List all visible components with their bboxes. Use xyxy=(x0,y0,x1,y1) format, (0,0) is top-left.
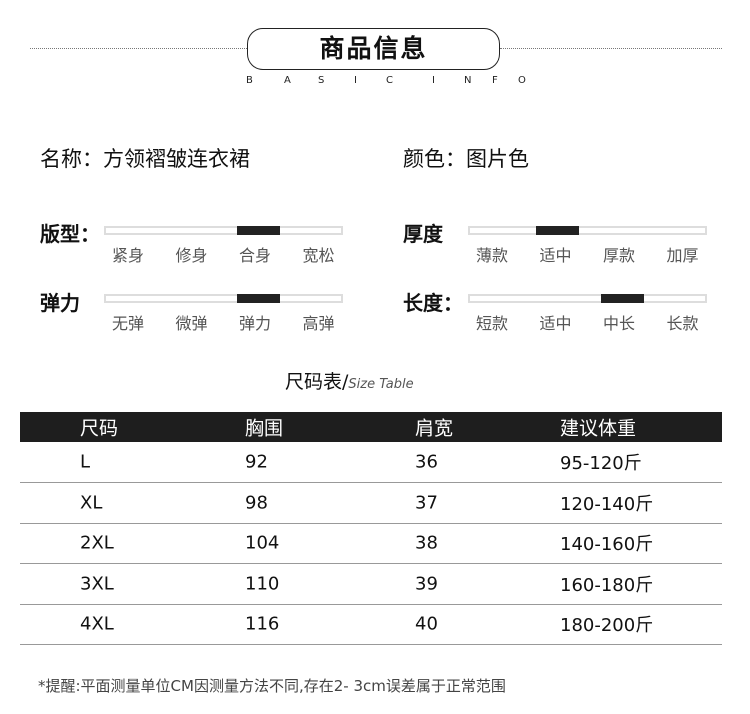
scale-option: 适中 xyxy=(539,314,572,333)
table-cell: 140-160斤 xyxy=(560,534,654,555)
subtitle-letter: C xyxy=(386,75,393,86)
subtitle-letter: S xyxy=(318,75,325,86)
size-table-header: 尺码 胸围 肩宽 建议体重 xyxy=(20,412,722,442)
scale-option: 无弹 xyxy=(112,314,145,333)
scale-option: 薄款 xyxy=(476,246,509,265)
scale-label: 版型： xyxy=(40,222,100,246)
table-row: L 92 36 95-120斤 xyxy=(20,442,722,483)
divider-left xyxy=(30,48,247,49)
scale-option: 中长 xyxy=(603,314,636,333)
table-row: 4XL 116 40 180-200斤 xyxy=(20,604,722,645)
scale-marker xyxy=(536,226,579,235)
scale-marker xyxy=(237,226,280,235)
table-cell: 98 xyxy=(245,492,268,513)
subtitle-letter: O xyxy=(518,75,526,86)
scale-marker xyxy=(601,294,644,303)
product-color: 颜色：图片色 xyxy=(403,147,529,171)
header-cell: 尺码 xyxy=(80,417,119,440)
table-cell: 110 xyxy=(245,573,280,594)
product-name: 名称：方领褶皱连衣裙 xyxy=(40,147,250,171)
scale-option: 微弹 xyxy=(175,314,208,333)
table-cell: 39 xyxy=(415,573,438,594)
table-cell: 40 xyxy=(415,613,438,635)
divider-right xyxy=(500,48,722,49)
table-row: 3XL 110 39 160-180斤 xyxy=(20,564,722,605)
table-cell: 37 xyxy=(415,492,438,513)
subtitle-letter: I xyxy=(354,75,357,86)
size-table-title: 尺码表/Size Table xyxy=(285,367,414,394)
scale-option: 厚款 xyxy=(603,246,636,265)
table-cell: 180-200斤 xyxy=(560,615,654,636)
scale-track xyxy=(104,294,343,303)
table-cell: 120-140斤 xyxy=(560,493,654,515)
table-cell: 4XL xyxy=(80,613,114,635)
table-cell: 3XL xyxy=(80,573,114,594)
scale-label: 厚度 xyxy=(403,222,443,246)
scale-option: 长款 xyxy=(666,314,699,333)
scale-label: 长度： xyxy=(403,291,463,315)
scale-option: 合身 xyxy=(239,246,272,265)
table-cell: L xyxy=(80,451,91,473)
measurement-note: *提醒:平面测量单位CM因测量方法不同,存在2- 3cm误差属于正常范围 xyxy=(38,677,506,695)
table-cell: 95-120斤 xyxy=(560,453,642,474)
subtitle-letter: N xyxy=(464,75,472,86)
size-table-title-cn: 尺码表/ xyxy=(285,371,349,393)
scale-marker xyxy=(237,294,280,303)
table-row: 2XL 104 38 140-160斤 xyxy=(20,523,722,564)
scale-option: 高弹 xyxy=(302,314,335,333)
subtitle-letter: F xyxy=(492,75,498,86)
subtitle-letter: B xyxy=(246,75,253,86)
subtitle-letter: I xyxy=(432,75,435,86)
header-cell: 胸围 xyxy=(245,417,284,440)
table-row: XL 98 37 120-140斤 xyxy=(20,483,722,524)
table-cell: 38 xyxy=(415,532,438,554)
scale-option: 短款 xyxy=(476,314,509,333)
scale-track xyxy=(468,226,707,235)
scale-option: 适中 xyxy=(539,246,572,265)
table-cell: 2XL xyxy=(80,532,114,554)
scale-track xyxy=(468,294,707,303)
scale-option: 修身 xyxy=(175,246,208,265)
scale-option: 紧身 xyxy=(112,246,145,265)
table-cell: 160-180斤 xyxy=(560,574,654,596)
table-cell: XL xyxy=(80,492,103,513)
scale-label: 弹力 xyxy=(40,291,80,315)
size-table-title-en: Size Table xyxy=(348,377,414,392)
table-cell: 104 xyxy=(245,532,280,554)
header-cell: 肩宽 xyxy=(415,417,454,440)
subtitle-letter: A xyxy=(284,75,291,86)
scale-option: 加厚 xyxy=(666,246,699,265)
table-cell: 36 xyxy=(415,451,438,473)
scale-option: 弹力 xyxy=(239,314,272,333)
table-cell: 92 xyxy=(245,451,268,473)
section-title: 商品信息 xyxy=(247,28,500,70)
scale-option: 宽松 xyxy=(302,246,335,265)
scale-track xyxy=(104,226,343,235)
table-cell: 116 xyxy=(245,613,280,635)
header-cell: 建议体重 xyxy=(560,417,637,440)
